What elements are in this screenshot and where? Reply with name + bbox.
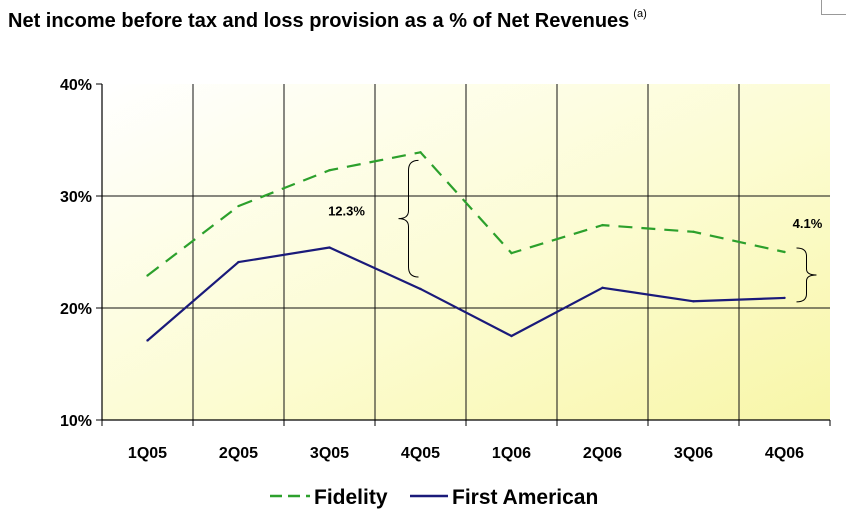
series-line-fidelity <box>146 151 785 277</box>
y-tick-label: 10% <box>60 413 92 430</box>
data-point <box>146 274 149 277</box>
x-tick-label: 1Q05 <box>128 445 167 462</box>
x-tick-label: 1Q06 <box>492 445 531 462</box>
data-point <box>328 169 331 172</box>
data-point <box>510 334 513 338</box>
x-tick-label: 3Q06 <box>674 445 713 462</box>
y-tick-label: 30% <box>60 189 92 206</box>
chart-title: Net income before tax and loss provision… <box>8 8 647 33</box>
title-footnote: (a) <box>633 8 647 20</box>
grid <box>102 84 830 420</box>
x-tick-label: 3Q05 <box>310 445 349 462</box>
chart-title-text: Net income before tax and loss provision… <box>8 10 630 32</box>
data-point <box>692 230 695 234</box>
data-point <box>419 287 422 291</box>
data-point <box>601 286 604 290</box>
legend: Fidelity First American <box>270 486 598 509</box>
data-point <box>328 246 331 249</box>
data-point <box>510 251 513 255</box>
y-tick-label: 20% <box>60 301 92 318</box>
data-point <box>692 300 695 303</box>
legend-label-fidelity: Fidelity <box>314 486 388 509</box>
y-tick-label: 40% <box>60 77 92 94</box>
annotation-brace <box>398 159 419 278</box>
annotation-label: 12.3% <box>328 204 365 219</box>
data-point <box>237 204 240 208</box>
data-point <box>237 260 240 264</box>
data-point <box>419 151 422 154</box>
data-point <box>783 250 786 254</box>
annotation-brace <box>796 247 817 303</box>
data-point <box>601 223 604 227</box>
data-point <box>146 339 149 342</box>
annotations: 12.3% 4.1% <box>328 159 823 303</box>
x-tick-label: 2Q05 <box>219 445 258 462</box>
series-line-first-american <box>146 246 785 342</box>
x-tick-label: 2Q06 <box>583 445 622 462</box>
data-point <box>783 296 786 300</box>
series-layer <box>146 151 786 342</box>
axes: 10% 20% 30% 40% 1Q05 2Q05 3Q05 4Q05 1Q06 2Q06 3Q06… <box>60 77 831 462</box>
x-tick-label: 4Q06 <box>765 445 804 462</box>
legend-label-first-american: First American <box>452 486 598 509</box>
annotation-label: 4.1% <box>793 216 823 231</box>
x-tick-label: 4Q05 <box>401 445 440 462</box>
corner-mark <box>821 0 846 15</box>
